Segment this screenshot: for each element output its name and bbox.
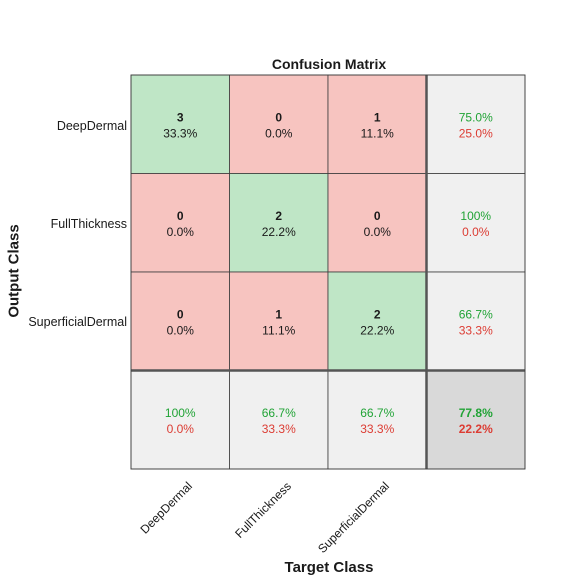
- col-summary-cell-1: [229, 370, 329, 470]
- overall-cell: [426, 370, 526, 470]
- matrix-cell-1-1: [229, 173, 329, 273]
- col-summary-cell-0: [130, 370, 230, 470]
- row-label-fullthickness: FullThickness: [50, 217, 127, 231]
- cell-count-0-1: 0: [275, 110, 282, 124]
- cell-count-1-1: 2: [275, 209, 282, 223]
- matrix-cell-1-0: [130, 173, 230, 273]
- row-summary-incorrect-0: 25.0%: [459, 126, 493, 140]
- row-summary-correct-2: 66.7%: [459, 307, 493, 321]
- col-summary-incorrect-0: 0.0%: [167, 422, 195, 436]
- cell-count-1-2: 0: [374, 209, 381, 223]
- cell-count-0-0: 3: [177, 110, 184, 124]
- matrix-frame: [130, 74, 526, 470]
- cell-percent-0-1: 0.0%: [265, 126, 293, 140]
- row-summary-cell-1: [426, 173, 526, 273]
- row-summary-cell-2: [426, 271, 526, 371]
- col-summary-correct-0: 100%: [165, 406, 196, 420]
- row-summary-correct-1: 100%: [460, 209, 491, 223]
- matrix-cell-2-0: [130, 271, 230, 371]
- cell-percent-2-1: 11.1%: [262, 323, 295, 337]
- cell-percent-1-0: 0.0%: [167, 225, 195, 239]
- y-axis-label: Output Class: [5, 224, 23, 318]
- matrix-cell-0-2: [327, 74, 427, 174]
- overall-incorrect: 22.2%: [459, 422, 493, 436]
- row-summary-cell-0: [426, 74, 526, 174]
- cell-percent-1-1: 22.2%: [262, 225, 296, 239]
- col-summary-cell-2: [327, 370, 427, 470]
- matrix-cell-2-2: [327, 271, 427, 371]
- col-summary-correct-1: 66.7%: [262, 406, 296, 420]
- row-label-superficialdermal: SuperficialDermal: [28, 315, 127, 329]
- col-summary-incorrect-2: 33.3%: [360, 422, 394, 436]
- cell-percent-0-2: 11.1%: [361, 126, 394, 140]
- col-summary-incorrect-1: 33.3%: [262, 422, 296, 436]
- row-summary-incorrect-2: 33.3%: [459, 323, 493, 337]
- overall-correct: 77.8%: [459, 406, 493, 420]
- matrix-cell-0-0: [130, 74, 230, 174]
- row-summary-incorrect-1: 0.0%: [462, 225, 490, 239]
- cell-percent-2-0: 0.0%: [167, 323, 195, 337]
- x-axis-label: Target Class: [284, 559, 374, 576]
- row-summary-correct-0: 75.0%: [459, 110, 493, 124]
- cell-count-0-2: 1: [374, 110, 381, 124]
- cell-count-2-2: 2: [374, 307, 381, 321]
- matrix-cell-1-2: [327, 173, 427, 273]
- matrix-cell-0-1: [229, 74, 329, 174]
- cell-percent-0-0: 33.3%: [163, 126, 197, 140]
- cell-count-2-0: 0: [177, 307, 184, 321]
- cell-percent-1-2: 0.0%: [364, 225, 392, 239]
- cell-count-1-0: 0: [177, 209, 184, 223]
- matrix-cell-2-1: [229, 271, 329, 371]
- cell-count-2-1: 1: [275, 307, 282, 321]
- row-label-deepdermal: DeepDermal: [56, 119, 127, 133]
- col-summary-correct-2: 66.7%: [360, 406, 394, 420]
- chart-title: Confusion Matrix: [271, 56, 387, 72]
- cell-percent-2-2: 22.2%: [360, 323, 394, 337]
